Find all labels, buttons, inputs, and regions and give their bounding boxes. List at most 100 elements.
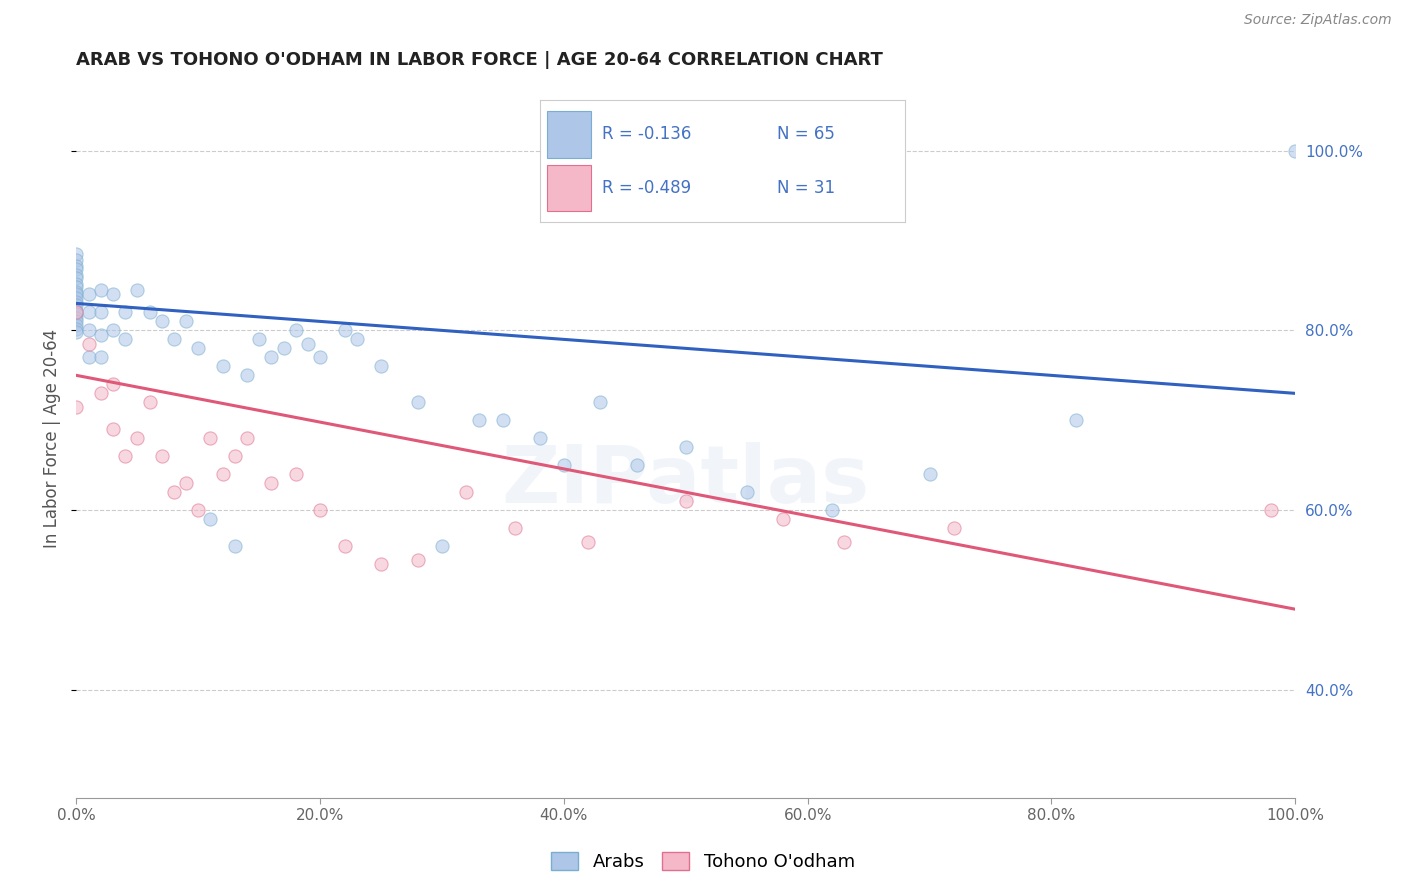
Point [297, 337, 319, 351]
Point [65, 291, 87, 305]
Point [101, 377, 124, 392]
Point [65, 314, 87, 328]
Point [77, 323, 100, 337]
Point [492, 413, 515, 427]
Legend: Arabs, Tohono O'odham: Arabs, Tohono O'odham [544, 845, 862, 879]
Point [65, 307, 87, 321]
Point [1260, 503, 1282, 517]
Point [1064, 413, 1087, 427]
Point [138, 305, 160, 319]
Point [224, 539, 246, 553]
Point [832, 534, 855, 549]
Point [150, 314, 173, 328]
Point [309, 503, 332, 517]
Point [138, 395, 160, 409]
Point [821, 503, 844, 517]
Point [553, 458, 575, 473]
Point [65, 305, 87, 319]
Point [77, 351, 100, 365]
Point [346, 332, 368, 346]
Point [101, 287, 124, 301]
Point [174, 314, 197, 328]
Point [77, 287, 100, 301]
Point [90, 283, 112, 297]
Point [65, 310, 87, 325]
Point [406, 395, 429, 409]
Point [114, 450, 136, 464]
Point [65, 277, 87, 291]
Point [65, 271, 87, 285]
Point [236, 431, 259, 445]
Point [406, 553, 429, 567]
Point [65, 253, 87, 268]
Point [65, 400, 87, 414]
Point [65, 268, 87, 282]
Point [65, 303, 87, 318]
Text: Source: ZipAtlas.com: Source: ZipAtlas.com [1244, 13, 1392, 28]
Point [127, 431, 149, 445]
Point [163, 485, 186, 500]
Text: ZIPatlas: ZIPatlas [502, 442, 870, 521]
Point [284, 323, 307, 337]
Point [467, 413, 489, 427]
Point [675, 494, 697, 508]
Point [772, 512, 794, 526]
Point [309, 351, 332, 365]
Point [65, 321, 87, 335]
Point [529, 431, 551, 445]
Point [77, 337, 100, 351]
Point [174, 476, 197, 491]
Point [90, 305, 112, 319]
Point [456, 485, 478, 500]
Point [90, 351, 112, 365]
Point [260, 476, 283, 491]
Point [187, 503, 209, 517]
Point [187, 342, 209, 356]
Point [333, 539, 356, 553]
Y-axis label: In Labor Force | Age 20-64: In Labor Force | Age 20-64 [44, 329, 60, 548]
Point [90, 327, 112, 342]
Point [284, 467, 307, 482]
Point [163, 332, 186, 346]
Point [65, 325, 87, 339]
Point [370, 558, 392, 572]
Text: ARAB VS TOHONO O'ODHAM IN LABOR FORCE | AGE 20-64 CORRELATION CHART: ARAB VS TOHONO O'ODHAM IN LABOR FORCE | … [76, 51, 883, 69]
Point [127, 283, 149, 297]
Point [1284, 144, 1306, 158]
Point [200, 431, 222, 445]
Point [273, 342, 295, 356]
Point [65, 262, 87, 277]
Point [114, 332, 136, 346]
Point [65, 280, 87, 294]
Point [370, 359, 392, 374]
Point [65, 285, 87, 299]
Point [260, 351, 283, 365]
Point [65, 247, 87, 261]
Point [589, 395, 612, 409]
Point [101, 422, 124, 436]
Point [430, 539, 453, 553]
Point [65, 294, 87, 309]
Point [211, 467, 233, 482]
Point [247, 332, 270, 346]
Point [65, 318, 87, 332]
Point [626, 458, 648, 473]
Point [77, 305, 100, 319]
Point [333, 323, 356, 337]
Point [114, 305, 136, 319]
Point [150, 450, 173, 464]
Point [65, 287, 87, 301]
Point [65, 259, 87, 273]
Point [942, 521, 965, 535]
Point [675, 440, 697, 454]
Point [200, 512, 222, 526]
Point [576, 534, 599, 549]
Point [211, 359, 233, 374]
Point [918, 467, 941, 482]
Point [224, 450, 246, 464]
Point [90, 386, 112, 401]
Point [503, 521, 526, 535]
Point [65, 298, 87, 312]
Point [236, 368, 259, 383]
Point [101, 323, 124, 337]
